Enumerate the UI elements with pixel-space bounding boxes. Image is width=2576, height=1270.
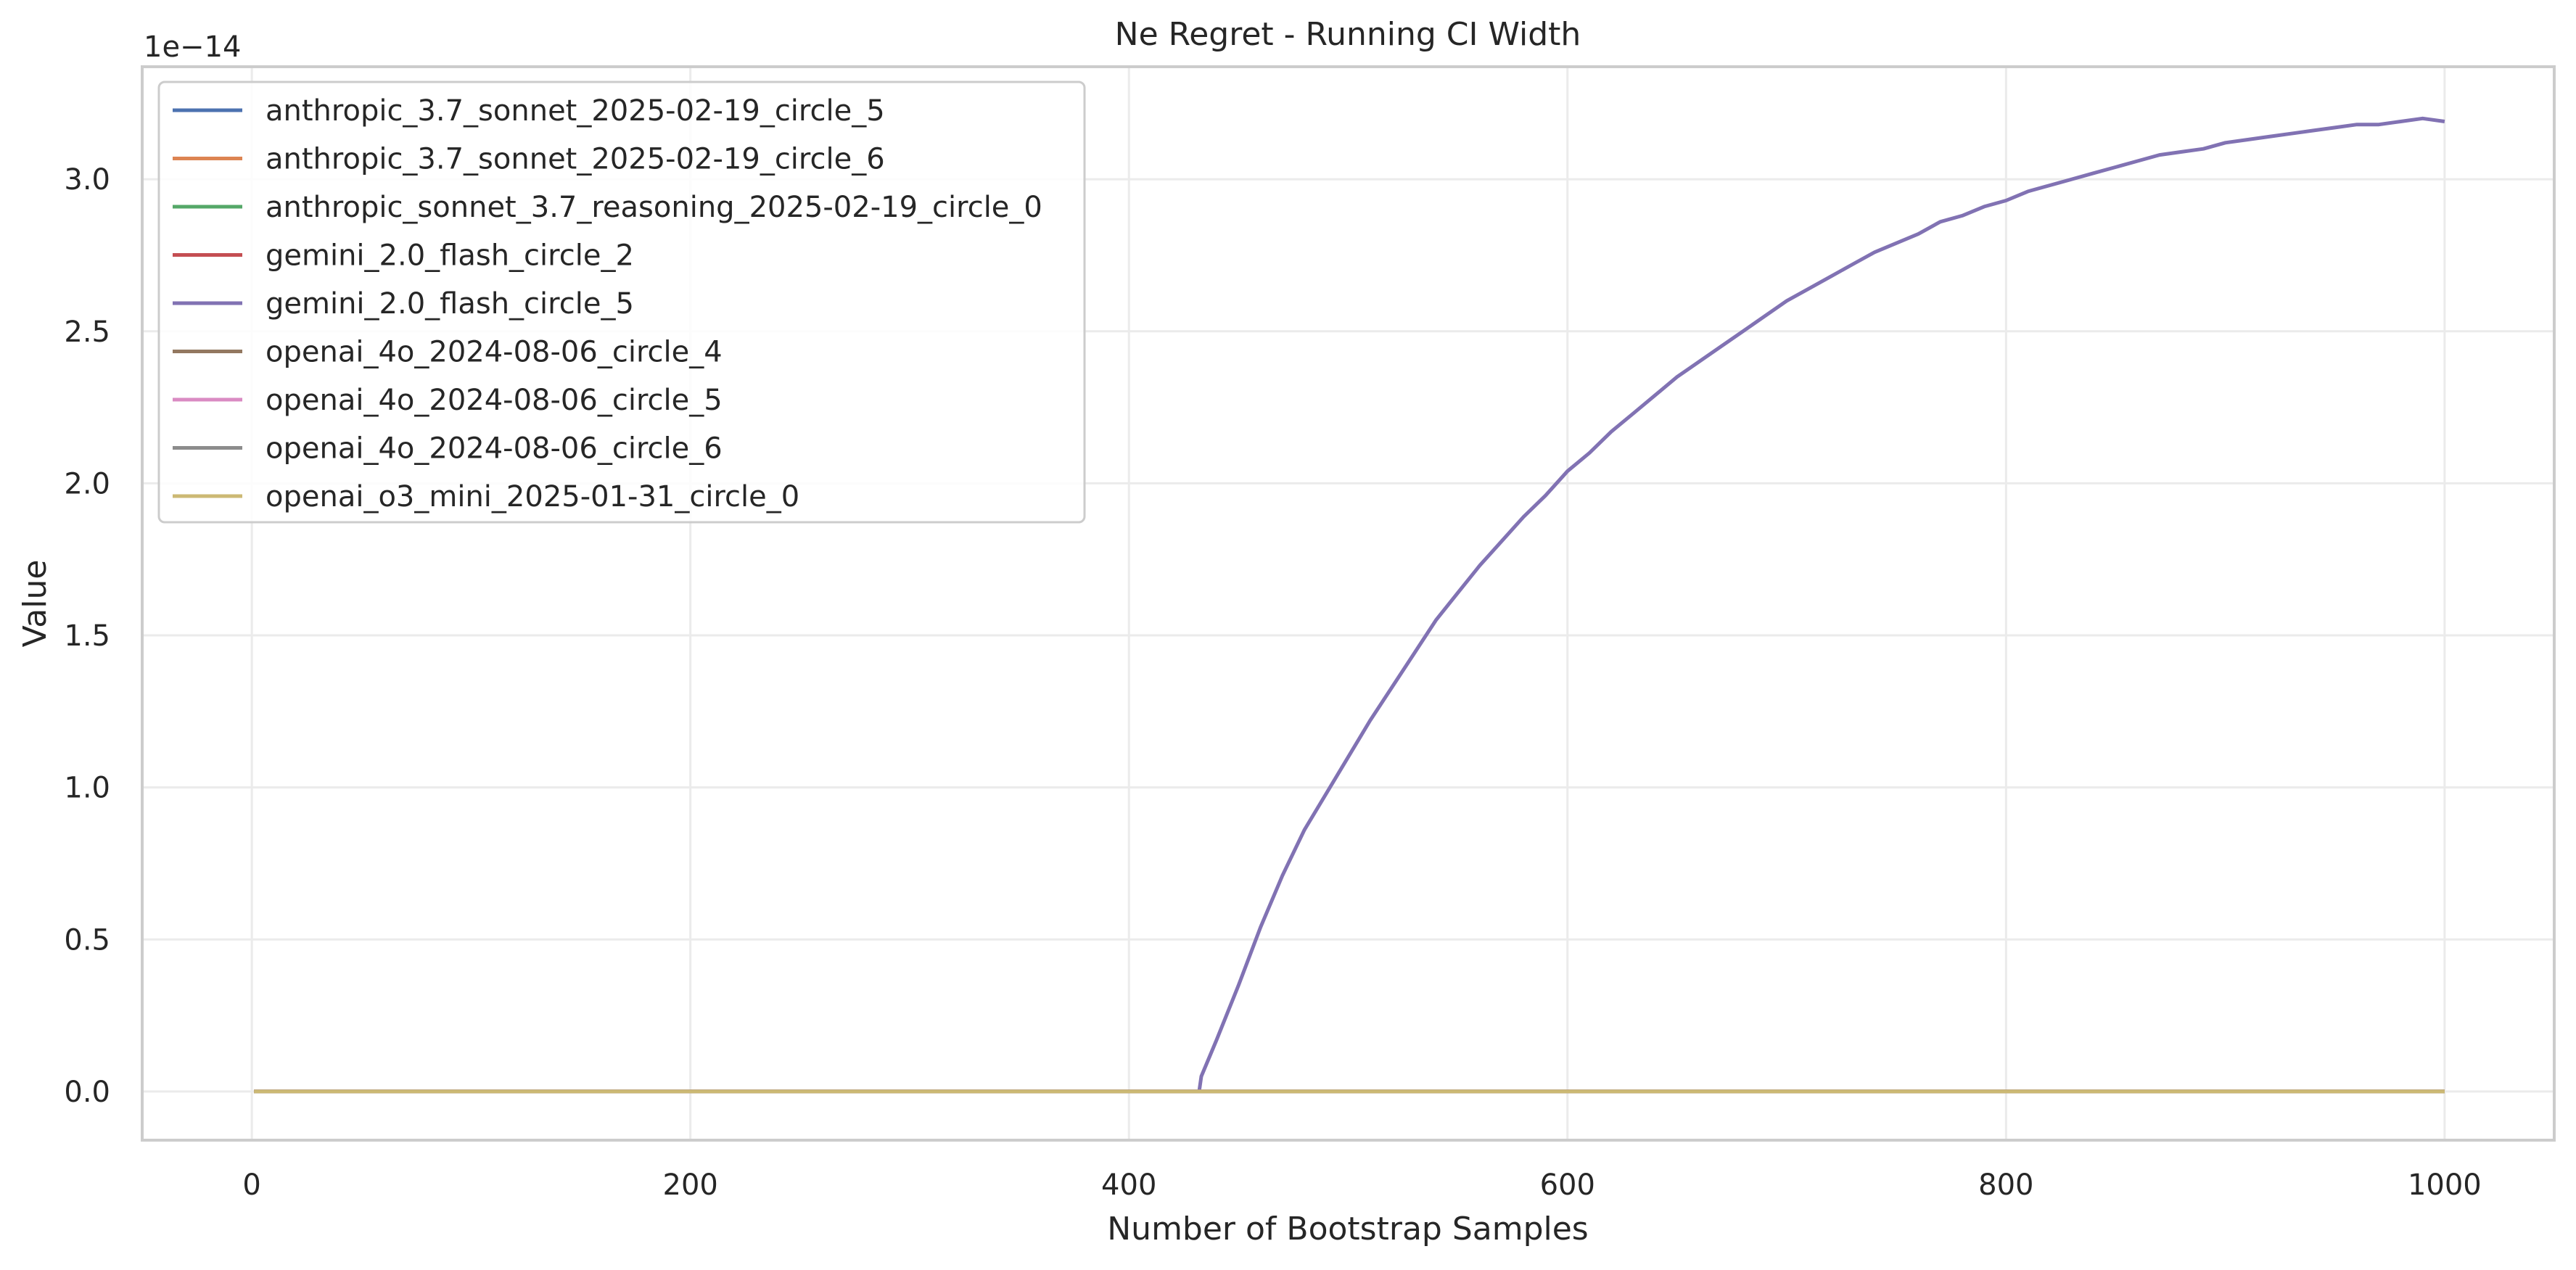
legend-entry-label: openai_4o_2024-08-06_circle_6 <box>266 432 723 466</box>
x-tick-label: 0 <box>242 1168 260 1202</box>
x-axis-ticks: 0 200 400 600 800 1000 <box>242 1168 2481 1202</box>
y-tick-label: 2.0 <box>64 467 110 500</box>
legend-frame <box>157 81 1086 524</box>
y-tick-label: 0.5 <box>64 923 110 957</box>
plot-frame <box>141 65 2556 1142</box>
y-axis-ticks: 0.0 0.5 1.0 1.5 2.0 2.5 3.0 <box>64 163 110 1109</box>
legend-entry-label: openai_o3_mini_2025-01-31_circle_0 <box>266 480 799 514</box>
y-axis-label: Value <box>17 560 54 648</box>
legend-entry-label: anthropic_3.7_sonnet_2025-02-19_circle_5 <box>266 94 885 128</box>
series-line-5 <box>254 116 2445 1094</box>
series-lines <box>254 116 2445 1094</box>
chart-title: Ne Regret - Running CI Width <box>1115 16 1581 53</box>
y-tick-label: 1.0 <box>64 772 110 805</box>
y-axis-offset-label: 1e−14 <box>144 30 241 64</box>
x-tick-label: 400 <box>1101 1168 1156 1202</box>
x-axis-label: Number of Bootstrap Samples <box>1107 1211 1588 1248</box>
x-tick-label: 1000 <box>2408 1168 2482 1202</box>
legend-entry-label: anthropic_sonnet_3.7_reasoning_2025-02-1… <box>266 191 1042 224</box>
legend-entry-label: openai_4o_2024-08-06_circle_4 <box>266 336 723 369</box>
legend-entry-label: openai_4o_2024-08-06_circle_5 <box>266 384 723 417</box>
legend: anthropic_3.7_sonnet_2025-02-19_circle_5… <box>157 81 1086 524</box>
y-tick-label: 0.0 <box>64 1076 110 1109</box>
y-tick-label: 2.5 <box>64 316 110 349</box>
x-tick-label: 600 <box>1540 1168 1595 1202</box>
x-tick-label: 200 <box>663 1168 718 1202</box>
legend-entry-label: gemini_2.0_flash_circle_5 <box>266 287 634 321</box>
y-tick-label: 3.0 <box>64 163 110 197</box>
y-tick-label: 1.5 <box>64 619 110 653</box>
legend-entry-label: anthropic_3.7_sonnet_2025-02-19_circle_6 <box>266 143 885 176</box>
x-tick-label: 800 <box>1978 1168 2033 1202</box>
legend-entry-label: gemini_2.0_flash_circle_2 <box>266 239 634 273</box>
